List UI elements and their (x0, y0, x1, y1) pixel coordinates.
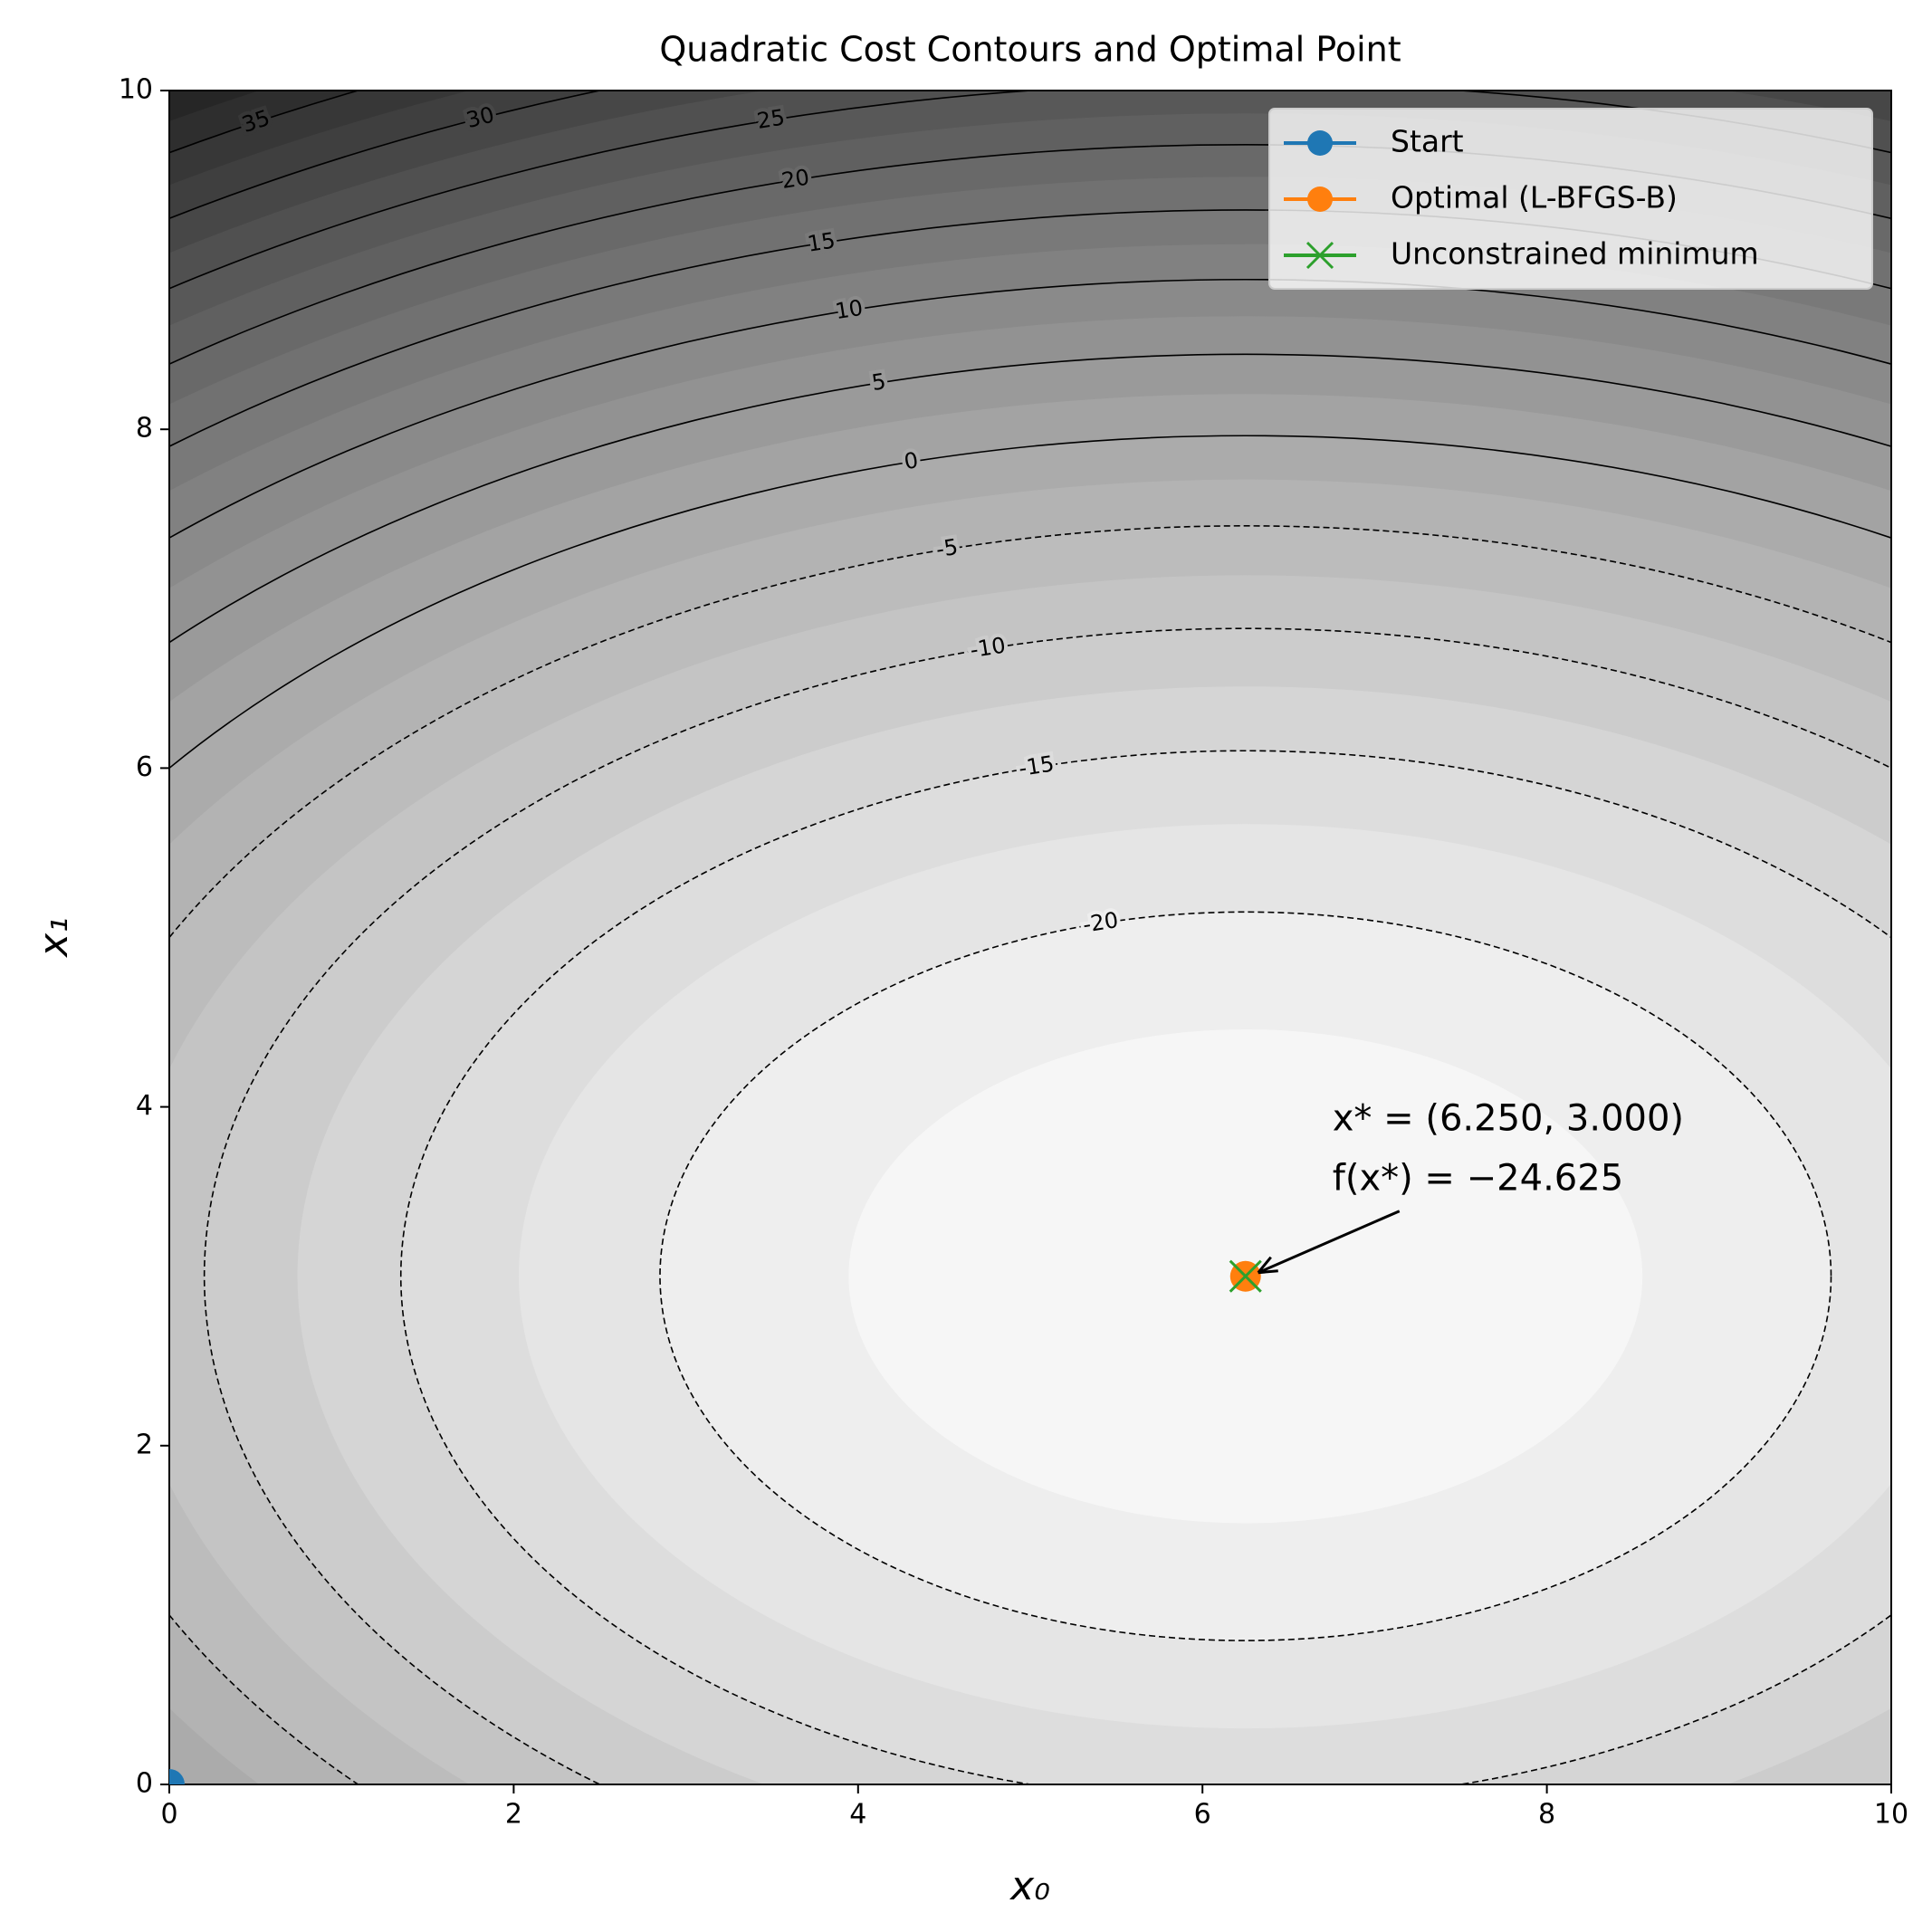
marker (1306, 241, 1334, 270)
legend-label: Start (1391, 124, 1464, 159)
points (169, 1259, 1262, 1784)
marker-stroke (1306, 241, 1334, 270)
marker (1229, 1259, 1262, 1293)
marker (169, 1769, 185, 1784)
y-tick-label: 2 (136, 1429, 153, 1460)
annotation: x* = (6.250, 3.000) (1333, 1098, 1684, 1140)
y-tick-label: 10 (119, 74, 153, 106)
x-tick-label: 4 (849, 1799, 866, 1831)
plot-frame (168, 90, 1892, 1785)
x-tick-label: 0 (160, 1799, 177, 1831)
legend-label: Optimal (L-BFGS-B) (1391, 180, 1678, 215)
y-tick-label: 0 (136, 1768, 153, 1800)
contour-line (169, 435, 1891, 1784)
y-tick-label: 8 (136, 413, 153, 445)
contour-line (169, 209, 1891, 448)
marker (1307, 187, 1333, 212)
y-tick-label: 4 (136, 1090, 153, 1122)
contour-line (169, 525, 1891, 1784)
legend-label: Unconstrained minimum (1391, 236, 1759, 272)
legend-box (1268, 108, 1873, 290)
x-tick-label: 6 (1194, 1799, 1211, 1831)
contour-line (204, 627, 1891, 1784)
x-axis-label: x₀ (1009, 1863, 1050, 1909)
contour-line (400, 750, 1891, 1784)
marker-stroke (1229, 1259, 1262, 1293)
marker (1307, 130, 1333, 156)
chart-title: Quadratic Cost Contours and Optimal Poin… (659, 30, 1401, 70)
annotation-arrow (1258, 1210, 1401, 1275)
contour-label: 25 (755, 104, 787, 133)
contour-line (169, 353, 1891, 644)
contour-label: 15 (806, 227, 837, 256)
contour-label: -5 (934, 534, 960, 562)
x-tick-label: 10 (1874, 1799, 1908, 1831)
contour-line (659, 911, 1832, 1641)
contour-label: 20 (779, 164, 811, 193)
x-tick-label: 8 (1538, 1799, 1555, 1831)
y-tick-label: 6 (136, 751, 153, 783)
contour-line (169, 279, 1891, 540)
contour-label: 10 (834, 295, 866, 324)
y-axis-label: x₁ (31, 917, 77, 959)
x-tick-label: 2 (505, 1799, 522, 1831)
contour-line (169, 144, 1891, 366)
annotation-arrowhead (1257, 1256, 1278, 1275)
annotation: f(x*) = −24.625 (1333, 1158, 1623, 1200)
